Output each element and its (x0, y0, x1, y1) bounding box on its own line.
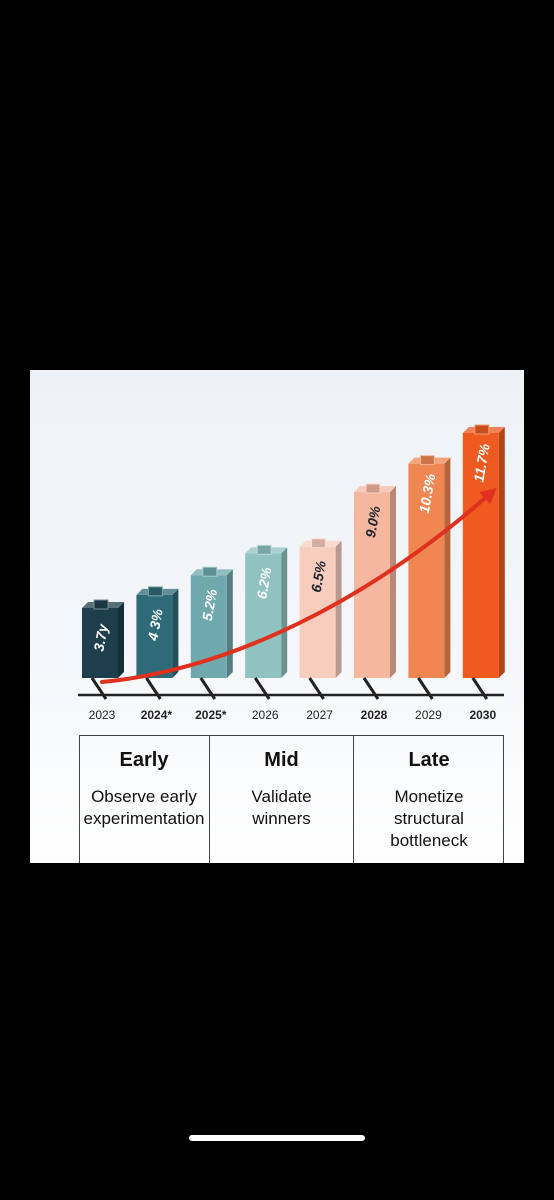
bar-data-label: 10.3% (416, 472, 439, 514)
bar-leg (253, 677, 271, 700)
bar-leg (90, 677, 108, 700)
trend-arrow-head (479, 487, 497, 505)
bar-top-recess (311, 538, 327, 549)
trend-arrow-line (100, 491, 493, 684)
bar-data-label: 3.7y (90, 622, 111, 653)
x-tick-label: 2029 (415, 708, 442, 722)
phase-divider (353, 735, 354, 863)
bar-top-recess (256, 544, 272, 555)
phase-title: Late (408, 749, 450, 771)
bar-side (335, 540, 342, 678)
bar-front (245, 553, 282, 678)
bar-side (281, 547, 288, 678)
bar-leg (199, 677, 217, 700)
phase-late: Late Monetize structural bottleneck (354, 735, 504, 863)
bar-side (118, 602, 124, 678)
bar-leg (308, 677, 325, 700)
phase-table (79, 735, 504, 863)
bar-top-recess (419, 455, 435, 466)
phase-title: Early (119, 749, 169, 771)
bar-leg (362, 677, 380, 700)
bar-side (390, 486, 396, 678)
phase-title: Mid (264, 749, 299, 771)
bar-top-recess (474, 424, 490, 435)
bar-side (444, 457, 451, 678)
chart-card: 3.7y 2023 4 3% 2024* 5.2% 2025* 6.2% 2026 6.5% 20… (30, 370, 524, 863)
x-tick-label: 2025* (195, 708, 227, 722)
bar-top-recess (93, 599, 109, 610)
bar-top-recess (202, 566, 218, 577)
home-indicator[interactable] (189, 1135, 365, 1141)
phase-divider (209, 735, 210, 863)
bar (408, 455, 451, 700)
bar-data-label: 6.5% (308, 559, 329, 594)
x-tick-label: 2026 (252, 708, 279, 722)
bar-chart: 3.7y 2023 4 3% 2024* 5.2% 2025* 6.2% 2026 6.5% 20… (78, 424, 505, 722)
bar-leg (417, 677, 434, 700)
phase-description: Observe early experimentation (83, 787, 205, 828)
x-tick-label: 2028 (361, 708, 388, 722)
bar-front (82, 608, 118, 678)
phase-description: Monetize structural bottleneck (390, 787, 468, 850)
bar (136, 586, 179, 700)
phase-description: Validate winners (251, 787, 312, 828)
bar (190, 566, 233, 700)
phase-mid: Mid Validate winners (210, 735, 353, 863)
bar-front (462, 433, 499, 678)
bar-top-recess (147, 586, 163, 597)
bar-front (354, 492, 390, 678)
x-tick-label: 2027 (306, 708, 333, 722)
bar-leg (145, 677, 162, 700)
x-tick-label: 2024* (141, 708, 173, 722)
phase-early: Early Observe early experimentation (79, 735, 209, 863)
bar-front (408, 463, 445, 678)
bar (245, 544, 288, 700)
bar-side (226, 569, 233, 678)
bar-data-label: 4 3% (144, 607, 166, 643)
bar-top-recess (365, 483, 381, 494)
x-tick-label: 2023 (89, 708, 116, 722)
bar-side (172, 588, 179, 678)
bar-data-label: 9.0% (362, 504, 383, 539)
bar-leg (471, 677, 489, 700)
bar (82, 599, 124, 700)
bar-side (498, 427, 505, 678)
bar-data-label: 5.2% (199, 587, 220, 622)
bar (462, 424, 505, 700)
bar-front (136, 594, 173, 678)
bar-data-label: 11.7% (470, 442, 493, 483)
x-tick-label: 2030 (469, 708, 496, 722)
bar-data-label: 6.2% (253, 565, 274, 600)
bar (354, 483, 396, 700)
